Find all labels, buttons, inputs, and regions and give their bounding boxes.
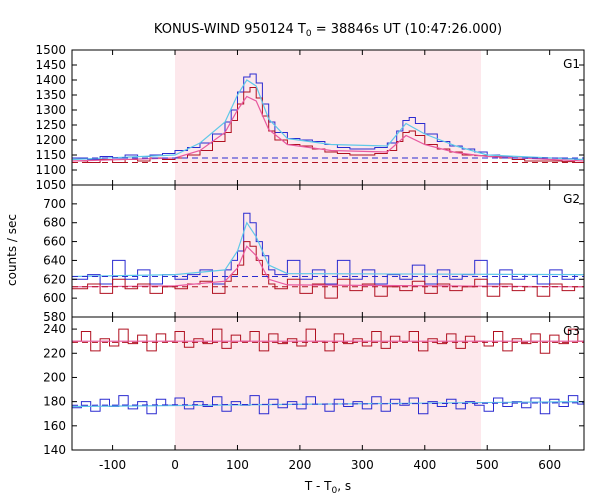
- panel-frame: [71, 316, 585, 451]
- y-tick-label: 680: [43, 216, 66, 230]
- x-axis-label-main: T - T: [304, 479, 332, 493]
- series-blue-dash-5: [71, 402, 585, 406]
- y-tick-label: 660: [43, 235, 66, 249]
- y-tick-label: 160: [43, 419, 66, 433]
- panel-label: G1: [563, 57, 580, 71]
- panel-g2: 580 600 620 640 660 680 700 G2: [43, 184, 585, 324]
- y-tick-label: 1050: [35, 178, 66, 192]
- series-cyan-line-2: [71, 221, 585, 278]
- y-tick-label: 240: [43, 322, 66, 336]
- x-tick-label: 0: [171, 458, 179, 472]
- y-tick-label: 600: [43, 291, 66, 305]
- panel-label: G3: [563, 324, 580, 338]
- y-tick-label: 1150: [35, 148, 66, 162]
- x-axis-label-rest: , s: [337, 479, 351, 493]
- x-tick-label: -100: [99, 458, 126, 472]
- series-blue-step-0: [72, 73, 584, 160]
- x-axis-label: T - T0, s: [304, 479, 351, 496]
- chart-title-main: KONUS-WIND 950124 T: [154, 22, 306, 37]
- x-tick-label: 100: [226, 458, 249, 472]
- y-tick-label: 220: [43, 346, 66, 360]
- y-tick-label: 1300: [35, 103, 66, 117]
- series-cyan-line-4: [71, 401, 585, 408]
- highlight-interval: [175, 185, 481, 317]
- x-tick-label: 200: [288, 458, 311, 472]
- x-tick-label: 600: [538, 458, 561, 472]
- x-tick-label: 400: [413, 458, 436, 472]
- y-tick-label: 1450: [35, 58, 66, 72]
- x-tick-label: 300: [351, 458, 374, 472]
- panel-g3: 140 160 180 200 220 240 G3 -100 0 100 200 300 400 500…: [43, 316, 585, 472]
- highlight-interval: [175, 317, 481, 450]
- y-tick-label: 640: [43, 253, 66, 267]
- series-cyan-line-2: [71, 79, 585, 161]
- y-tick-label: 700: [43, 197, 66, 211]
- series-red-step-0: [72, 328, 584, 354]
- y-tick-label: 140: [43, 443, 66, 457]
- y-tick-label: 620: [43, 272, 66, 286]
- panel-g1: 1050110011501200125013001350140014501500…: [35, 43, 585, 192]
- chart-title-rest: = 38846s UT (10:47:26.000): [312, 22, 502, 37]
- y-tick-label: 1100: [35, 163, 66, 177]
- y-axis-label: counts / sec: [5, 214, 19, 286]
- y-tick-label: 580: [43, 310, 66, 324]
- series-pink-line-3: [71, 95, 585, 162]
- chart-title-sub: 0: [306, 29, 312, 39]
- panels: 1050110011501200125013001350140014501500…: [35, 43, 585, 472]
- y-tick-label: 200: [43, 370, 66, 384]
- y-tick-label: 1350: [35, 88, 66, 102]
- y-tick-label: 1250: [35, 118, 66, 132]
- panel-label: G2: [563, 192, 580, 206]
- series-red-step-1: [72, 87, 584, 163]
- x-axis-label-sub: 0: [332, 486, 338, 496]
- y-tick-label: 1200: [35, 133, 66, 147]
- highlight-interval: [175, 50, 481, 185]
- chart-title: KONUS-WIND 950124 T0 = 38846s UT (10:47:…: [154, 22, 502, 39]
- y-tick-label: 1400: [35, 73, 66, 87]
- y-tick-label: 180: [43, 395, 66, 409]
- y-tick-label: 1500: [35, 43, 66, 57]
- series-pink-line-3: [71, 245, 585, 288]
- x-tick-label: 500: [476, 458, 499, 472]
